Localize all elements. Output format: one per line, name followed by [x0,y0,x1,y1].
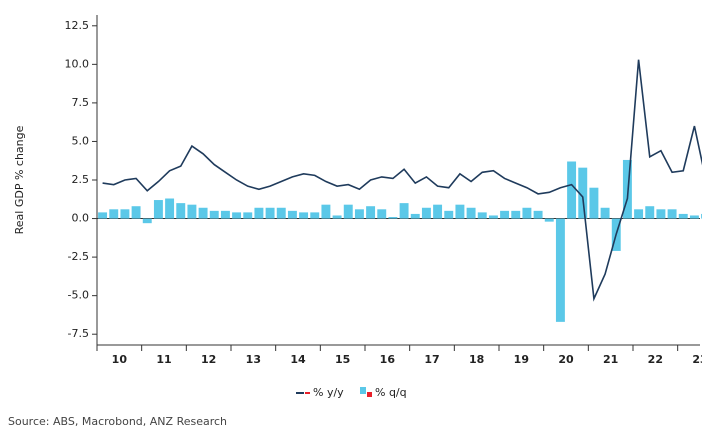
bar [477,212,487,219]
x-tick-label: 22 [648,353,663,366]
bar [366,206,376,219]
bar [343,204,353,219]
bar [377,209,387,219]
bar [578,167,588,219]
bar [399,203,409,219]
y-tick-label: -7.5 [68,327,89,340]
bar [220,210,230,219]
x-tick-label: 10 [112,353,128,366]
x-tick-label: 12 [201,353,216,366]
bar [98,212,108,219]
x-tick-label: 23 [692,353,702,366]
bar [388,217,398,219]
x-tick-label: 18 [469,353,484,366]
bar [667,209,677,219]
x-tick-label: 14 [290,353,306,366]
bar [500,210,510,219]
bar [232,212,242,219]
y-tick-label: 12.5 [65,19,90,32]
x-tick-label: 17 [424,353,439,366]
x-tick-label: 13 [246,353,261,366]
bar [455,204,465,219]
bar [310,212,320,219]
bar [600,207,610,219]
bar [410,213,420,219]
bar [589,187,599,219]
legend-label: % q/q [375,386,407,399]
legend-forecast-swatch [367,392,372,397]
bar [243,212,253,219]
bar [511,210,521,219]
y-tick-label: 7.5 [72,96,90,109]
bar [120,209,130,219]
bar [544,218,554,222]
x-tick-label: 21 [603,353,618,366]
bar [332,215,342,219]
bar [187,204,197,219]
bar [522,207,532,219]
bar [321,204,331,219]
line-series [102,59,702,302]
y-tick-label: 0.0 [72,212,90,225]
bar [299,212,309,219]
bar [555,218,565,322]
bar [421,207,431,219]
bar [466,207,476,219]
bar [153,200,163,219]
bar [444,210,454,219]
bar [276,207,286,219]
y-tick-label: 5.0 [72,134,90,147]
legend-swatch [360,387,366,394]
y-tick-label: 2.5 [72,173,90,186]
source-note: Source: ABS, Macrobond, ANZ Research [8,415,227,428]
bar [678,213,688,219]
x-tick-label: 11 [156,353,171,366]
bar [533,210,543,219]
bar [209,210,219,219]
y-axis-label: Real GDP % change [13,125,26,234]
y-tick-label: -2.5 [68,250,89,263]
bar [656,209,666,219]
bar [488,215,498,219]
x-tick-label: 15 [335,353,350,366]
bar [433,204,443,219]
x-tick-label: 20 [558,353,574,366]
bar [198,207,208,219]
bar [254,207,264,219]
legend-label: % y/y [313,386,344,399]
bar [176,203,186,219]
y-tick-label: -5.0 [68,289,89,302]
x-tick-label: 19 [514,353,529,366]
bar [645,206,655,219]
bar [165,198,175,219]
bar [634,209,644,219]
bar [354,209,364,219]
bar [265,207,275,219]
bar [131,206,141,219]
bar [142,218,152,224]
bar [567,161,577,219]
bar [287,210,297,219]
y-tick-label: 10.0 [65,57,90,70]
x-tick-label: 16 [380,353,396,366]
bar [689,215,699,219]
bar [109,209,119,219]
